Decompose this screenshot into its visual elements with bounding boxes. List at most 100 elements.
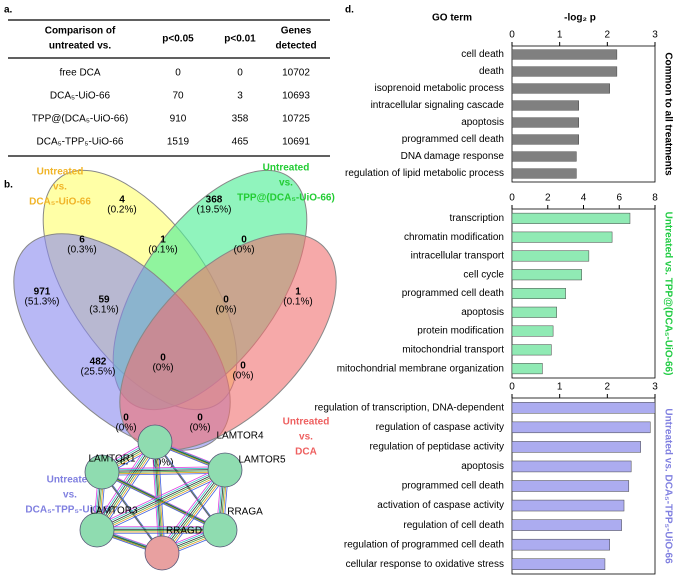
category-label: regulation of cell death xyxy=(403,520,504,531)
network-edge xyxy=(96,468,225,530)
node-label: LAMTOR1 xyxy=(88,454,135,465)
network-node xyxy=(202,512,238,548)
bar xyxy=(511,151,577,162)
category-label: cellular response to oxidative stress xyxy=(346,559,504,570)
bar xyxy=(511,363,543,375)
category-label: programmed cell death xyxy=(402,481,504,492)
network-edge xyxy=(97,442,156,531)
venn-count: 6 xyxy=(79,235,85,246)
category-label: mitochondrial transport xyxy=(402,344,504,355)
venn-count: 971 xyxy=(34,287,51,298)
venn-count: 0 xyxy=(240,361,246,372)
category-label: transcription xyxy=(450,213,504,224)
network-edge xyxy=(102,470,226,474)
table-cell: 3 xyxy=(237,91,243,102)
venn-percent: (0%) xyxy=(115,423,136,434)
venn-percent: (0%) xyxy=(233,245,254,256)
venn-percent: (0%) xyxy=(189,423,210,434)
venn-percent: (19.5%) xyxy=(196,205,231,216)
x-tick-label: 2 xyxy=(605,30,611,41)
category-label: regulation of peptidase activity xyxy=(369,442,504,453)
bar xyxy=(511,117,579,128)
network-edge xyxy=(103,471,227,475)
venn-set-label: vs. xyxy=(63,490,77,501)
x-tick-label: 3 xyxy=(652,382,658,393)
category-label: intracellular signaling cascade xyxy=(371,100,505,111)
panel-label: b. xyxy=(4,180,13,191)
go-term-header: GO term xyxy=(432,13,472,24)
bar xyxy=(511,212,631,224)
venn-count: 4 xyxy=(119,195,125,206)
venn-set-label: vs. xyxy=(53,182,67,193)
venn-percent: (0.1%) xyxy=(148,245,177,256)
x-tick-label: 2 xyxy=(605,382,611,393)
category-label: regulation of transcription, DNA-depende… xyxy=(314,402,504,413)
venn-percent: (0.2%) xyxy=(107,205,136,216)
venn-set-label: Untreated xyxy=(263,163,310,174)
table-cell: 10725 xyxy=(282,114,310,125)
table-cell: 10693 xyxy=(282,91,310,102)
bar xyxy=(511,168,577,179)
table-cell: DCA₅-UiO-66 xyxy=(50,91,111,102)
venn-set-label: DCA xyxy=(295,447,317,458)
go-axis-header: -log₂ p xyxy=(564,13,596,24)
bar xyxy=(511,250,590,262)
network-edge xyxy=(99,469,219,529)
side-label: Untreated vs. TPP@(DCA₅-UiO-66) xyxy=(662,212,673,376)
venn-percent: (0.3%) xyxy=(67,245,96,256)
network-node xyxy=(137,424,173,460)
panel-label: d. xyxy=(345,5,354,16)
table-header: Comparison of xyxy=(45,26,116,37)
x-tick-label: 0 xyxy=(509,30,515,41)
x-tick-label: 3 xyxy=(652,30,658,41)
venn-set-label: Untreated xyxy=(47,475,94,486)
category-label: programmed cell death xyxy=(402,288,504,299)
network-edge xyxy=(105,474,224,534)
category-label: apoptosis xyxy=(461,117,504,128)
bar xyxy=(511,100,579,111)
network-node xyxy=(207,452,243,488)
bar xyxy=(511,480,630,492)
venn-set-label: vs. xyxy=(279,178,293,189)
network-edge xyxy=(103,473,223,533)
network-edge xyxy=(102,472,221,532)
venn-count: 0 xyxy=(123,413,129,424)
network-edge xyxy=(101,470,220,530)
venn-ellipse xyxy=(119,233,337,451)
venn-shapes xyxy=(13,169,337,451)
network-edge xyxy=(98,471,228,533)
venn-count: 0 xyxy=(223,295,229,306)
venn-count: 1 xyxy=(160,235,166,246)
table-header: untreated vs. xyxy=(49,41,111,52)
node-label: LAMTOR4 xyxy=(216,431,263,442)
network-node xyxy=(144,535,180,571)
bar xyxy=(511,325,554,337)
x-tick-label: 2 xyxy=(545,193,551,204)
plot-frame xyxy=(511,45,656,183)
category-label: regulation of programmed cell death xyxy=(344,539,504,550)
venn-percent: (0%) xyxy=(215,305,236,316)
network-edge xyxy=(100,472,229,534)
bar xyxy=(511,231,613,243)
node-label: LAMTOR3 xyxy=(90,506,137,517)
x-tick-label: 1 xyxy=(557,30,563,41)
category-label: isoprenoid metabolic process xyxy=(374,83,504,94)
category-label: intracellular transport xyxy=(411,251,505,262)
table-cell: TPP@(DCA₅-UiO-66) xyxy=(32,114,128,125)
x-tick-label: 0 xyxy=(509,193,515,204)
bar xyxy=(511,499,625,512)
venn-count: 0 xyxy=(197,413,203,424)
category-label: DNA damage response xyxy=(401,151,505,162)
x-tick-label: 1 xyxy=(557,382,563,393)
x-tick-label: 4 xyxy=(581,193,587,204)
node-label: LAMTOR5 xyxy=(238,455,285,466)
x-tick-label: 0 xyxy=(509,382,515,393)
category-label: regulation of lipid metabolic process xyxy=(345,168,504,179)
bar xyxy=(511,519,622,531)
x-tick-label: 6 xyxy=(616,193,622,204)
network-node xyxy=(79,512,115,548)
network-edge xyxy=(93,466,222,528)
bar xyxy=(511,134,579,145)
table-cell: 10691 xyxy=(282,137,310,148)
